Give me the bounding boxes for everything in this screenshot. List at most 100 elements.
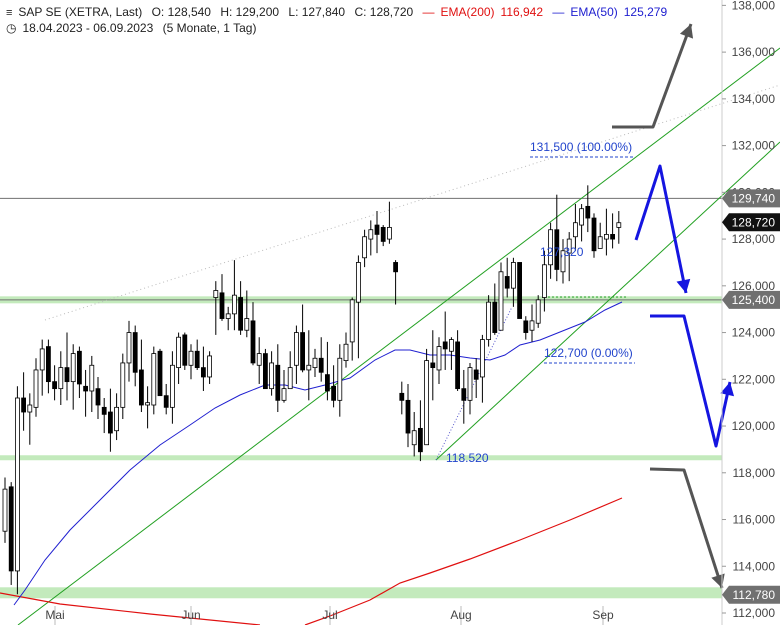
candle-body [349, 299, 355, 343]
price-tag-long-support-text: 112,780 [733, 588, 776, 602]
candle [33, 358, 39, 417]
price-tag-current-bg [722, 213, 780, 232]
candle [8, 482, 14, 585]
candle [219, 274, 225, 321]
candle-body [504, 276, 510, 289]
candle [604, 208, 609, 256]
candle-body [287, 367, 293, 390]
ema50-swatch: — [552, 5, 565, 19]
candle-body [244, 318, 250, 331]
arrow-blue-rebound [650, 314, 735, 448]
arrow-gray-down [649, 467, 725, 589]
candle-body [77, 350, 82, 385]
support-zone-112 [0, 587, 722, 599]
candle [504, 257, 510, 298]
candle [343, 332, 349, 368]
price-tag-support-text: 125,400 [732, 293, 776, 307]
candle-body [554, 229, 560, 270]
candle-body [566, 238, 572, 254]
candle-body [610, 234, 615, 240]
x-tick-label: Mai [45, 608, 64, 622]
candle [591, 213, 597, 258]
candle [362, 229, 368, 268]
candle [498, 262, 504, 331]
candle [306, 330, 312, 401]
candle [393, 260, 399, 305]
candle-body [517, 262, 522, 319]
candle-body [393, 262, 399, 273]
candle [64, 332, 70, 401]
chart-header: ≡ SAP SE (XETRA, Last) O: 128,540 H: 129,… [6, 5, 673, 19]
candle-body [58, 367, 64, 390]
y-tick-label: 134,000 [732, 92, 776, 106]
candle-body [386, 226, 392, 240]
ema200-line [0, 497, 623, 625]
candle-body [343, 343, 349, 362]
candle-body [362, 236, 368, 259]
support-zone-118 [0, 455, 722, 461]
candle-body [126, 332, 132, 364]
candle [182, 332, 188, 370]
candle-body [231, 294, 237, 315]
candle [200, 346, 206, 391]
candle [293, 325, 299, 384]
candle-body [473, 369, 479, 380]
candle-body [597, 236, 603, 249]
y-tick-label: 118,000 [733, 466, 776, 480]
price-tag-resistance: 129,740 [722, 189, 780, 208]
candle-body [510, 262, 516, 289]
candle-body [467, 367, 473, 401]
candle-body [207, 355, 213, 378]
fib-100-label: 131,500 (100.00%) [530, 140, 632, 154]
y-tick-label: 120,000 [732, 419, 776, 433]
candle [126, 320, 132, 382]
candle [157, 348, 163, 397]
candle-body [405, 399, 411, 434]
arrow-gray-up-path [612, 23, 693, 129]
trendline-dotted [44, 84, 780, 321]
x-tick-label: Jun [181, 608, 200, 622]
candle [262, 348, 268, 390]
candle [238, 281, 244, 335]
candle-body [213, 290, 219, 298]
candle [256, 337, 262, 384]
candle-body [399, 392, 405, 401]
candle-body [219, 292, 225, 319]
candle [566, 232, 572, 282]
candle [529, 304, 535, 342]
candle-body [275, 364, 281, 401]
candle [188, 344, 194, 380]
arrow-blue-down [634, 164, 691, 294]
candle [269, 351, 275, 396]
candle [77, 346, 82, 398]
candle-body [194, 350, 200, 369]
candle-body [238, 297, 244, 331]
ema50-value: 125,279 [623, 5, 668, 19]
candle-body [64, 367, 70, 383]
y-tick-label: 122,000 [732, 372, 776, 386]
y-tick-label: 138,000 [732, 0, 776, 12]
candle [46, 339, 51, 394]
candle-body [300, 332, 306, 371]
period-label: (5 Monate, 1 Tag) [162, 21, 257, 35]
candle [417, 400, 423, 462]
candle [535, 295, 541, 328]
candle [337, 344, 343, 417]
candle [492, 283, 498, 335]
candle [39, 339, 45, 396]
y-tick-label: 128,000 [732, 232, 776, 246]
candle [523, 316, 529, 340]
arrow-gray-down-head [711, 573, 725, 588]
candle-body [200, 367, 206, 378]
candle [27, 393, 33, 445]
candle [548, 222, 553, 279]
candle [89, 355, 95, 413]
candle-body [39, 348, 45, 371]
candle-body [535, 299, 541, 324]
candle-body [157, 350, 163, 397]
low-value: L: 127,840 [288, 5, 346, 19]
candle [560, 239, 566, 284]
open-value: O: 128,540 [151, 5, 211, 19]
candle [349, 297, 355, 361]
y-tick-label: 126,000 [732, 279, 776, 293]
